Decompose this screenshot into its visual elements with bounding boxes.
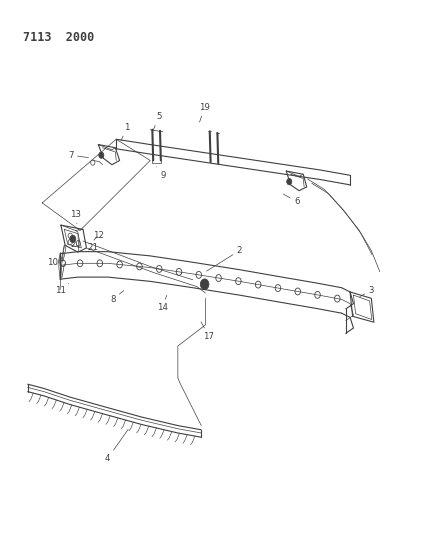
Text: 19: 19 — [199, 103, 210, 122]
Text: 12: 12 — [93, 231, 104, 240]
Text: 11: 11 — [54, 284, 68, 295]
Circle shape — [99, 152, 104, 158]
Text: 7: 7 — [68, 151, 89, 160]
Text: 8: 8 — [110, 290, 124, 304]
Circle shape — [287, 179, 292, 185]
Text: 9: 9 — [157, 167, 166, 180]
Text: 2: 2 — [207, 246, 242, 271]
Text: 10: 10 — [47, 257, 63, 266]
Text: 14: 14 — [157, 295, 168, 312]
Text: 7113  2000: 7113 2000 — [23, 30, 94, 44]
Text: 1: 1 — [121, 123, 130, 141]
Text: 21: 21 — [87, 244, 98, 253]
Circle shape — [70, 235, 76, 243]
Circle shape — [200, 279, 209, 289]
Text: 6: 6 — [283, 194, 300, 206]
Text: 17: 17 — [201, 322, 214, 341]
Text: 20: 20 — [70, 240, 81, 249]
Text: 5: 5 — [153, 112, 161, 130]
Text: 13: 13 — [70, 210, 81, 224]
Text: 4: 4 — [105, 430, 128, 463]
Text: 3: 3 — [360, 286, 374, 296]
